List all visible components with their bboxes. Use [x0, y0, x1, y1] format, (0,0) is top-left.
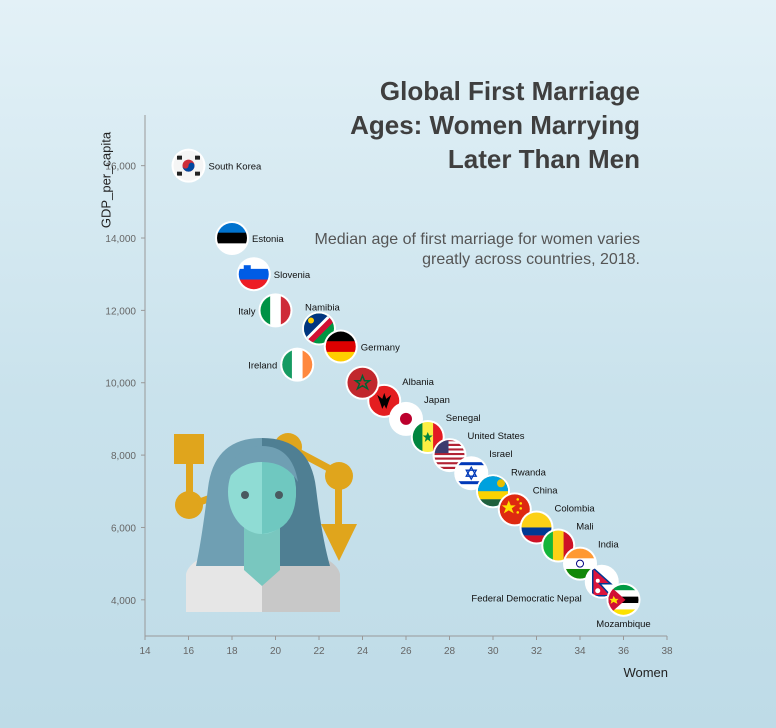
- x-tick-label: 36: [618, 646, 630, 657]
- point-germany: [323, 329, 358, 364]
- slovenia-flag-icon: [238, 259, 269, 290]
- point-label: Mozambique: [596, 619, 650, 630]
- x-tick-label: 18: [226, 646, 238, 657]
- y-tick-label: 4,000: [111, 596, 136, 607]
- y-tick-label: 16,000: [105, 162, 136, 173]
- point-label: Albania: [402, 377, 434, 388]
- point-estonia: [215, 221, 249, 256]
- x-tick-label: 20: [270, 646, 282, 657]
- y-tick-label: 6,000: [111, 523, 136, 534]
- x-tick-label: 28: [444, 646, 456, 657]
- chart-subtitle: Median age of first marriage for women v…: [314, 231, 640, 268]
- mali-flag-icon: [543, 530, 574, 561]
- y-tick-label: 14,000: [105, 234, 136, 245]
- y-tick-label: 10,000: [105, 379, 136, 390]
- point-ireland: [280, 347, 315, 382]
- x-tick-label: 26: [400, 646, 412, 657]
- point-slovenia: [236, 257, 271, 292]
- y-axis-label-text: GDP_per_capita: [98, 131, 114, 229]
- x-tick-label: 32: [531, 646, 543, 657]
- point-label: Slovenia: [274, 270, 311, 281]
- point-label: United States: [468, 431, 525, 442]
- point-colombia: [519, 510, 554, 545]
- scatter-points: South Korea Estonia Slovenia Italy Namibia Ge…: [171, 148, 651, 630]
- italy-flag-icon: [260, 295, 291, 326]
- colombia-flag-icon: [521, 512, 552, 543]
- point-label: South Korea: [209, 162, 263, 173]
- point-label: China: [533, 485, 559, 496]
- senegal-flag-icon: [412, 422, 443, 453]
- point-label: Estonia: [252, 234, 284, 245]
- axes: 14 16 18 20 22 24 26 28 30 32 34 36 38 4,000 6,000 8,00…: [105, 115, 673, 657]
- point-label: Federal Democratic Nepal: [471, 594, 581, 605]
- woman-illustration-icon: [174, 433, 357, 612]
- mozambique-flag-icon: [608, 584, 639, 615]
- india-flag-icon: [565, 548, 595, 579]
- x-axis-label: Women: [623, 665, 668, 680]
- point-italy: [258, 293, 293, 328]
- morocco-flag-icon: [347, 367, 378, 398]
- united-states-flag-icon: [434, 440, 465, 471]
- point-label: India: [598, 540, 619, 551]
- y-tick-label: 12,000: [105, 306, 136, 317]
- germany-flag-icon: [325, 331, 356, 362]
- chart-title: Global First Marriage Ages: Women Marryi…: [350, 76, 640, 174]
- point-label: Namibia: [305, 302, 341, 313]
- point-label: Japan: [424, 395, 450, 406]
- point-label: Ireland: [248, 361, 277, 372]
- point-label: Colombia: [555, 503, 596, 514]
- point-label: Italy: [238, 306, 256, 317]
- south-korea-flag-icon: [173, 150, 204, 181]
- point-label: Germany: [361, 343, 400, 354]
- japan-flag-icon: [391, 403, 421, 434]
- x-tick-label: 24: [357, 646, 369, 657]
- x-tick-label: 30: [487, 646, 499, 657]
- point-label: Rwanda: [511, 467, 547, 478]
- x-tick-label: 22: [313, 646, 325, 657]
- point-morocco: [345, 365, 380, 400]
- point-label: Senegal: [446, 413, 481, 424]
- x-tick-label: 38: [661, 646, 673, 657]
- x-tick-label: 14: [139, 646, 151, 657]
- x-tick-label: 16: [183, 646, 195, 657]
- rwanda-flag-icon: [478, 476, 508, 507]
- x-tick-label: 34: [574, 646, 586, 657]
- point-label: Israel: [489, 449, 512, 460]
- ireland-flag-icon: [282, 349, 313, 380]
- china-flag-icon: [499, 494, 530, 525]
- point-label: Mali: [576, 522, 593, 533]
- estonia-flag-icon: [217, 223, 247, 254]
- point-south-korea: [171, 148, 206, 183]
- point-namibia: [302, 311, 336, 346]
- point-mozambique: [606, 582, 641, 617]
- y-tick-label: 8,000: [111, 451, 136, 462]
